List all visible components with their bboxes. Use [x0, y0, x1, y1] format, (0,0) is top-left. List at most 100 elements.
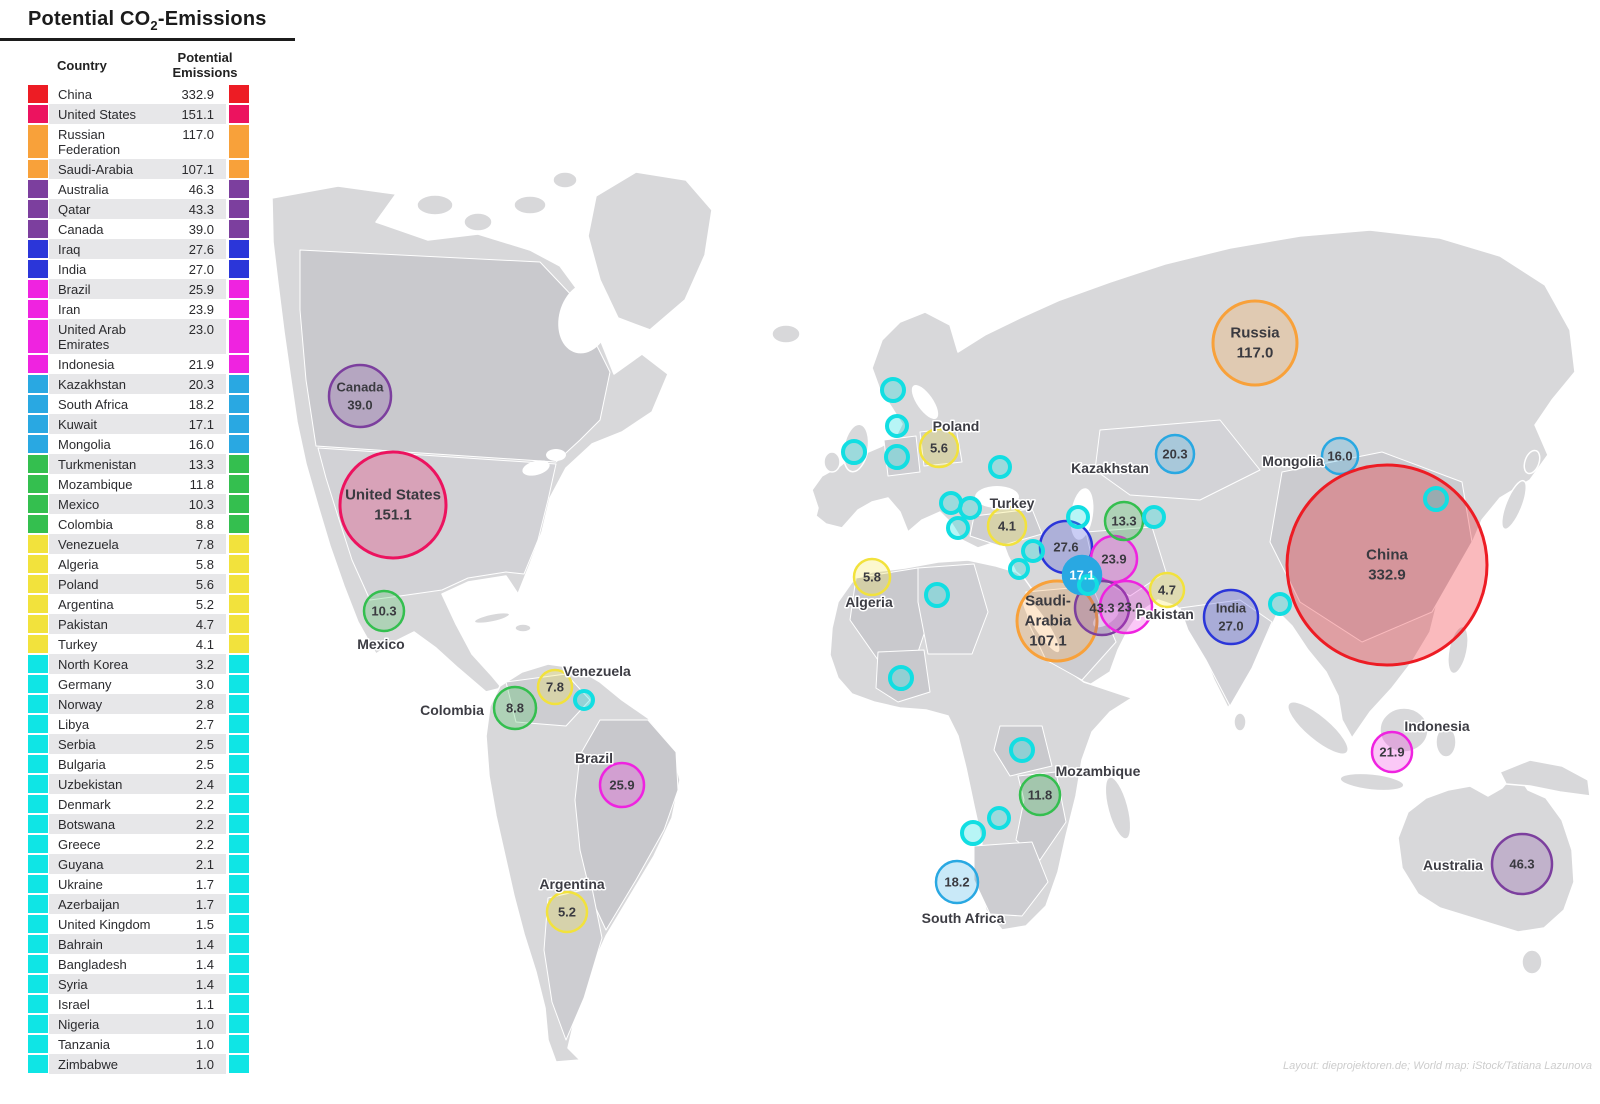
row-color-swatch — [28, 435, 48, 453]
row-content: Qatar 43.3 — [49, 199, 226, 219]
bubble-text-australia: 46.3 — [1509, 857, 1534, 872]
row-value: 2.2 — [195, 796, 214, 812]
bubble-text-mozambique: 11.8 — [1028, 788, 1053, 803]
row-value: 2.4 — [195, 776, 214, 792]
dot-zimbabwe — [987, 806, 1011, 830]
row-content: Azerbaijan 1.7 — [49, 894, 226, 914]
map-label-turkey: Turkey — [990, 495, 1035, 511]
dot-ukraine — [988, 455, 1012, 479]
row-content: Greece 2.2 — [49, 834, 226, 854]
row-country: Bahrain — [58, 936, 103, 952]
table-row-azerbaijan: Azerbaijan 1.7 — [28, 894, 302, 914]
bubble-turkey — [986, 505, 1028, 547]
row-country: Iraq — [58, 241, 81, 257]
row-color-swatch — [28, 935, 48, 953]
bubble-text-colombia: 8.8 — [506, 701, 524, 716]
dot-azerbaijan — [1066, 505, 1090, 529]
map-label-australia: Australia — [1423, 857, 1483, 873]
bubble-text-qatar: 43.3 — [1089, 601, 1114, 616]
row-color-swatch — [229, 320, 249, 353]
dot-greece — [946, 516, 970, 540]
row-color-swatch — [229, 995, 249, 1013]
row-country: Venezuela — [58, 536, 119, 552]
row-color-swatch — [229, 280, 249, 298]
row-content: Guyana 2.1 — [49, 854, 226, 874]
row-value: 5.8 — [195, 556, 214, 572]
bubble-text-mongolia: 16.0 — [1327, 449, 1352, 464]
row-color-swatch — [28, 975, 48, 993]
row-color-swatch — [28, 495, 48, 513]
bubble-text-kuwait: 17.1 — [1069, 568, 1094, 583]
row-country: Denmark — [58, 796, 111, 812]
bubble-text-united-states: United States — [345, 487, 441, 504]
row-color-swatch — [28, 635, 48, 653]
row-country: Poland — [58, 576, 99, 592]
bubble-china — [1285, 463, 1489, 667]
dot-libya — [924, 582, 950, 608]
row-country: Nigeria — [58, 1016, 100, 1032]
row-color-swatch — [28, 220, 48, 238]
map-label-colombia: Colombia — [420, 702, 484, 718]
dot-syria — [1021, 539, 1045, 563]
bubble-mongolia — [1320, 436, 1360, 476]
row-color-swatch — [28, 355, 48, 373]
row-color-swatch — [229, 1015, 249, 1033]
table-row-greece: Greece 2.2 — [28, 834, 302, 854]
row-country: Qatar — [58, 201, 91, 217]
row-country: Germany — [58, 676, 112, 692]
row-content: North Korea 3.2 — [49, 654, 226, 674]
map-label-kazakhstan: Kazakhstan — [1071, 460, 1149, 476]
bubble-indonesia — [1370, 730, 1414, 774]
row-value: 20.3 — [188, 376, 214, 392]
row-country: Serbia — [58, 736, 96, 752]
row-country: Mongolia — [58, 436, 111, 452]
bubble-text-south-africa: 18.2 — [944, 875, 969, 890]
row-content: Denmark 2.2 — [49, 794, 226, 814]
row-value: 1.4 — [195, 936, 214, 952]
table-row-botswana: Botswana 2.2 — [28, 814, 302, 834]
bubble-united-states — [338, 450, 448, 560]
row-content: Pakistan 4.7 — [49, 614, 226, 634]
row-value: 1.0 — [195, 1036, 214, 1052]
dot-norway — [880, 377, 906, 403]
map-label-south-africa: South Africa — [922, 910, 1005, 926]
bubble-algeria — [852, 557, 892, 597]
row-color-swatch — [28, 1055, 48, 1073]
row-country: United Kingdom — [58, 916, 151, 932]
row-country: Zimbabwe — [58, 1056, 118, 1072]
row-color-swatch — [229, 220, 249, 238]
row-country: Greece — [58, 836, 101, 852]
row-country: Azerbaijan — [58, 896, 120, 912]
row-country: United Arab Emirates — [58, 321, 126, 352]
bubble-layer — [327, 299, 1554, 934]
row-color-swatch — [28, 260, 48, 278]
table-row-canada: Canada 39.0 — [28, 219, 302, 239]
row-country: Bulgaria — [58, 756, 106, 772]
row-country: Pakistan — [58, 616, 108, 632]
bubble-text-saudi-arabia: 107.1 — [1029, 633, 1067, 650]
map-label-mongolia: Mongolia — [1262, 453, 1324, 469]
row-content: Poland 5.6 — [49, 574, 226, 594]
bubble-text-indonesia: 21.9 — [1379, 745, 1404, 760]
table-row-russian-federation: Russian Federation 117.0 — [28, 124, 302, 159]
row-content: Norway 2.8 — [49, 694, 226, 714]
row-color-swatch — [229, 595, 249, 613]
row-value: 23.9 — [188, 301, 214, 317]
row-color-swatch — [229, 260, 249, 278]
bubble-text-turkmenistan: 13.3 — [1111, 514, 1136, 529]
table-row-bangladesh: Bangladesh 1.4 — [28, 954, 302, 974]
row-content: Iran 23.9 — [49, 299, 226, 319]
row-country: United States — [58, 106, 137, 122]
dot-north-korea — [1423, 486, 1449, 512]
table-row-israel: Israel 1.1 — [28, 994, 302, 1014]
table-row-uzbekistan: Uzbekistan 2.4 — [28, 774, 302, 794]
row-color-swatch — [229, 775, 249, 793]
row-color-swatch — [28, 735, 48, 753]
row-color-swatch — [229, 695, 249, 713]
row-color-swatch — [28, 415, 48, 433]
row-country: Argentina — [58, 596, 114, 612]
table-row-iran: Iran 23.9 — [28, 299, 302, 319]
row-country: China — [58, 86, 92, 102]
map-label-algeria: Algeria — [845, 594, 893, 610]
row-country: Russian Federation — [58, 126, 121, 157]
